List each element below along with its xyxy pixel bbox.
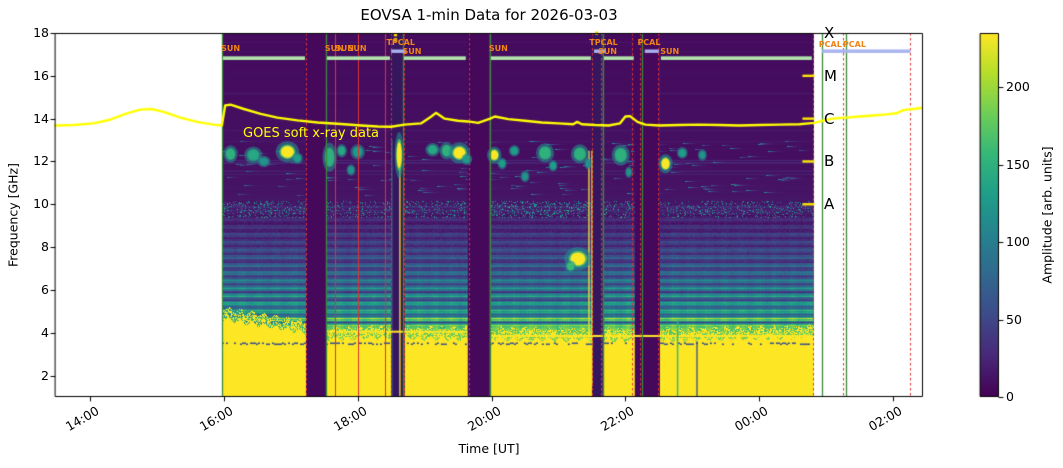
scan-label-pcal: PCAL [842, 40, 866, 49]
colorbar-tick-label: 100 [1006, 234, 1030, 250]
scan-label-pcal: PCAL [818, 40, 842, 49]
scan-label-sun: SUN [488, 43, 508, 53]
scan-label-sun: SUN [324, 43, 344, 53]
goes-class-c: C [824, 109, 835, 128]
goes-class-x: X [824, 24, 835, 42]
y-tick-label: 6 [41, 281, 49, 297]
scan-label-sun: SUN [334, 43, 354, 53]
scan-label-tpcal: TPCAL [589, 37, 618, 47]
scan-label-sun: SUN [402, 46, 422, 56]
goes-class-b: B [824, 152, 835, 171]
scan-label-tpcal: TPCAL [386, 37, 415, 47]
y-tick-label: 4 [41, 324, 49, 340]
scan-label-pcal: PCAL [637, 37, 661, 47]
y-tick-label: 14 [33, 110, 49, 126]
y-tick-label: 10 [33, 196, 49, 212]
colorbar-tick-label: 50 [1006, 311, 1022, 327]
x-axis-label: Time [UT] [458, 441, 520, 456]
y-tick-label: 2 [41, 367, 49, 383]
plot-area [55, 33, 923, 397]
colorbar-tick-label: 200 [1006, 79, 1030, 95]
scan-label-sun: SUN [221, 43, 241, 53]
scan-label-sun: SUN [597, 46, 617, 56]
chart-title: EOVSA 1-min Data for 2026-03-03 [360, 6, 618, 24]
scan-label-sun: SUN [660, 46, 680, 56]
colorbar [980, 33, 999, 397]
y-tick-label: 12 [33, 153, 49, 169]
y-tick-label: 16 [33, 67, 49, 83]
goes-line-annotation: GOES soft x-ray data [243, 126, 380, 141]
scan-label-sun: SUN [347, 43, 367, 53]
goes-class-m: M [824, 66, 837, 85]
y-tick-label: 8 [41, 239, 49, 255]
colorbar-tick-label: 0 [1006, 389, 1014, 404]
y-axis-label: Frequency [GHz] [5, 163, 21, 267]
goes-class-a: A [824, 195, 835, 214]
colorbar-tick-label: 150 [1006, 156, 1030, 172]
y-tick-label: 18 [33, 25, 49, 40]
colorbar-label: Amplitude [arb. units] [1039, 146, 1055, 284]
